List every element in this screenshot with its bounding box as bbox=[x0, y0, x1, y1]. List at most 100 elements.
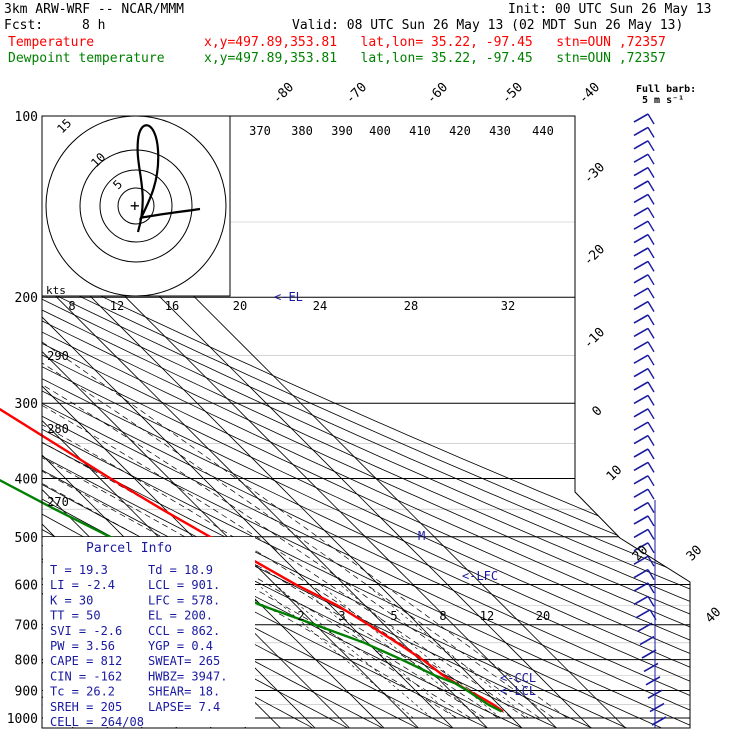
speed-label: 8 bbox=[68, 299, 75, 313]
parcel-info-value: SWEAT= 265 bbox=[148, 654, 220, 668]
isotherm bbox=[42, 116, 457, 728]
theta-label: 410 bbox=[409, 124, 431, 138]
wind-barb-flag bbox=[647, 113, 655, 125]
wind-barb-flag bbox=[647, 435, 655, 446]
wind-barb-flag bbox=[647, 167, 655, 178]
dry-adiabat bbox=[42, 116, 690, 728]
mixing-ratio-line bbox=[339, 584, 501, 719]
wind-barb-flag bbox=[647, 341, 655, 353]
mixing-ratio-line bbox=[257, 584, 414, 719]
theta-label: 280 bbox=[47, 422, 69, 436]
parcel-info-panel: Parcel Info T = 19.3 Td = 18.9 LI = -2.4 LCL… bbox=[43, 537, 255, 729]
isotherm-label: 10 bbox=[604, 463, 626, 485]
isotherm-label: -60 bbox=[424, 80, 451, 107]
wind-barb bbox=[633, 140, 649, 150]
wind-barb-flag bbox=[647, 287, 655, 299]
dry-adiabat bbox=[42, 116, 690, 728]
parcel-info-value: SVI = -2.6 bbox=[50, 624, 122, 638]
wind-barb-flag bbox=[647, 247, 655, 259]
dry-adiabat bbox=[42, 116, 690, 728]
wind-barb-flag bbox=[647, 220, 655, 232]
wind-barb bbox=[633, 421, 649, 431]
wind-barb-flag bbox=[647, 314, 655, 326]
parcel-info-value: LFC = 578. bbox=[148, 593, 220, 607]
dry-adiabat bbox=[42, 116, 690, 728]
wind-barb bbox=[633, 327, 649, 338]
parcel-info-title: Parcel Info bbox=[86, 541, 172, 556]
wind-barb bbox=[633, 448, 649, 458]
isotherm-label: -10 bbox=[581, 325, 608, 352]
wind-barb bbox=[639, 635, 655, 646]
wind-barb-flag bbox=[647, 194, 655, 205]
level-marker-ccl: <-CCL bbox=[500, 671, 536, 685]
wind-barbs bbox=[633, 113, 667, 728]
wind-barb bbox=[633, 461, 649, 472]
wind-barb bbox=[633, 367, 649, 378]
level-marker-lcl: <-LCL bbox=[500, 684, 536, 698]
theta-label: 420 bbox=[449, 124, 471, 138]
wind-barb-flag bbox=[647, 328, 655, 339]
hodograph-box bbox=[41, 115, 231, 297]
moist-adiabat bbox=[42, 303, 568, 719]
speed-label: 20 bbox=[233, 299, 247, 313]
parcel-info-value: CAPE = 812 bbox=[50, 654, 122, 668]
init-time: Init: 00 UTC Sun 26 May 13 bbox=[508, 2, 712, 17]
pressure-label: 100 bbox=[15, 110, 38, 125]
wind-barb bbox=[633, 394, 649, 405]
dry-adiabat bbox=[42, 116, 690, 728]
parcel-info-value: LCL = 901. bbox=[148, 578, 220, 592]
forecast-label: Fcst: bbox=[4, 18, 44, 33]
wind-barb bbox=[633, 434, 649, 445]
isotherm-label: -40 bbox=[576, 80, 603, 107]
forecast-value: 8 h bbox=[82, 18, 106, 33]
wind-barb bbox=[633, 153, 649, 163]
theta-label: 440 bbox=[532, 124, 554, 138]
wind-barb-flag bbox=[647, 475, 655, 487]
wind-barb bbox=[633, 528, 649, 539]
dewpoint-location: x,y=497.89,353.81 lat,lon= 35.22, -97.45… bbox=[204, 51, 666, 66]
mixing-ratio-label: 5 bbox=[390, 609, 397, 623]
mixing-ratio-label: 3 bbox=[338, 609, 345, 623]
wind-barb-flag bbox=[647, 462, 655, 473]
wind-barb-flag bbox=[647, 234, 655, 245]
wind-barb-flag bbox=[647, 381, 655, 393]
mixing-ratio-line bbox=[297, 584, 456, 719]
level-marker-lfc: <-LFC bbox=[462, 569, 498, 583]
hodograph-units: kts bbox=[46, 284, 66, 297]
pressure-label: 700 bbox=[15, 619, 38, 634]
wind-barb bbox=[633, 568, 649, 579]
wind-barb bbox=[635, 609, 651, 619]
isotherm-label: -80 bbox=[270, 80, 297, 107]
speed-label: 24 bbox=[313, 299, 327, 313]
parcel-info-value: Tc = 26.2 bbox=[50, 685, 115, 699]
wind-barb-flag bbox=[647, 395, 655, 406]
wind-barb bbox=[649, 702, 665, 713]
wind-barb-flag bbox=[647, 421, 655, 433]
wind-barb bbox=[633, 166, 649, 177]
plot-frame bbox=[41, 115, 691, 729]
parcel-info-value: LI = -2.4 bbox=[50, 578, 115, 592]
wind-barb bbox=[633, 314, 649, 324]
mixing-ratio-label: 8 bbox=[439, 609, 446, 623]
wind-barb bbox=[633, 595, 649, 606]
wind-barb-flag bbox=[647, 596, 655, 607]
wind-barb bbox=[633, 475, 649, 485]
hodograph-ring bbox=[117, 187, 155, 225]
wind-barb bbox=[645, 676, 661, 686]
speed-label: 28 bbox=[404, 299, 418, 313]
wind-barb bbox=[633, 381, 649, 391]
dry-adiabat bbox=[42, 116, 690, 728]
parcel-info-value: YGP = 0.4 bbox=[148, 639, 213, 653]
wind-barb-flag bbox=[647, 127, 655, 138]
theta-label: 380 bbox=[291, 124, 313, 138]
wind-barb-flag bbox=[647, 261, 655, 272]
wind-barb bbox=[633, 582, 649, 592]
wind-barb-flag bbox=[647, 582, 655, 594]
hodograph-center: + bbox=[130, 196, 140, 215]
pressure-label: 400 bbox=[15, 472, 38, 487]
level-marker-m: M bbox=[418, 529, 425, 543]
moist-adiabat bbox=[42, 303, 526, 719]
pressure-label: 800 bbox=[15, 654, 38, 669]
barb-legend-line1: Full barb: bbox=[636, 84, 697, 95]
theta-label: 270 bbox=[47, 495, 69, 509]
